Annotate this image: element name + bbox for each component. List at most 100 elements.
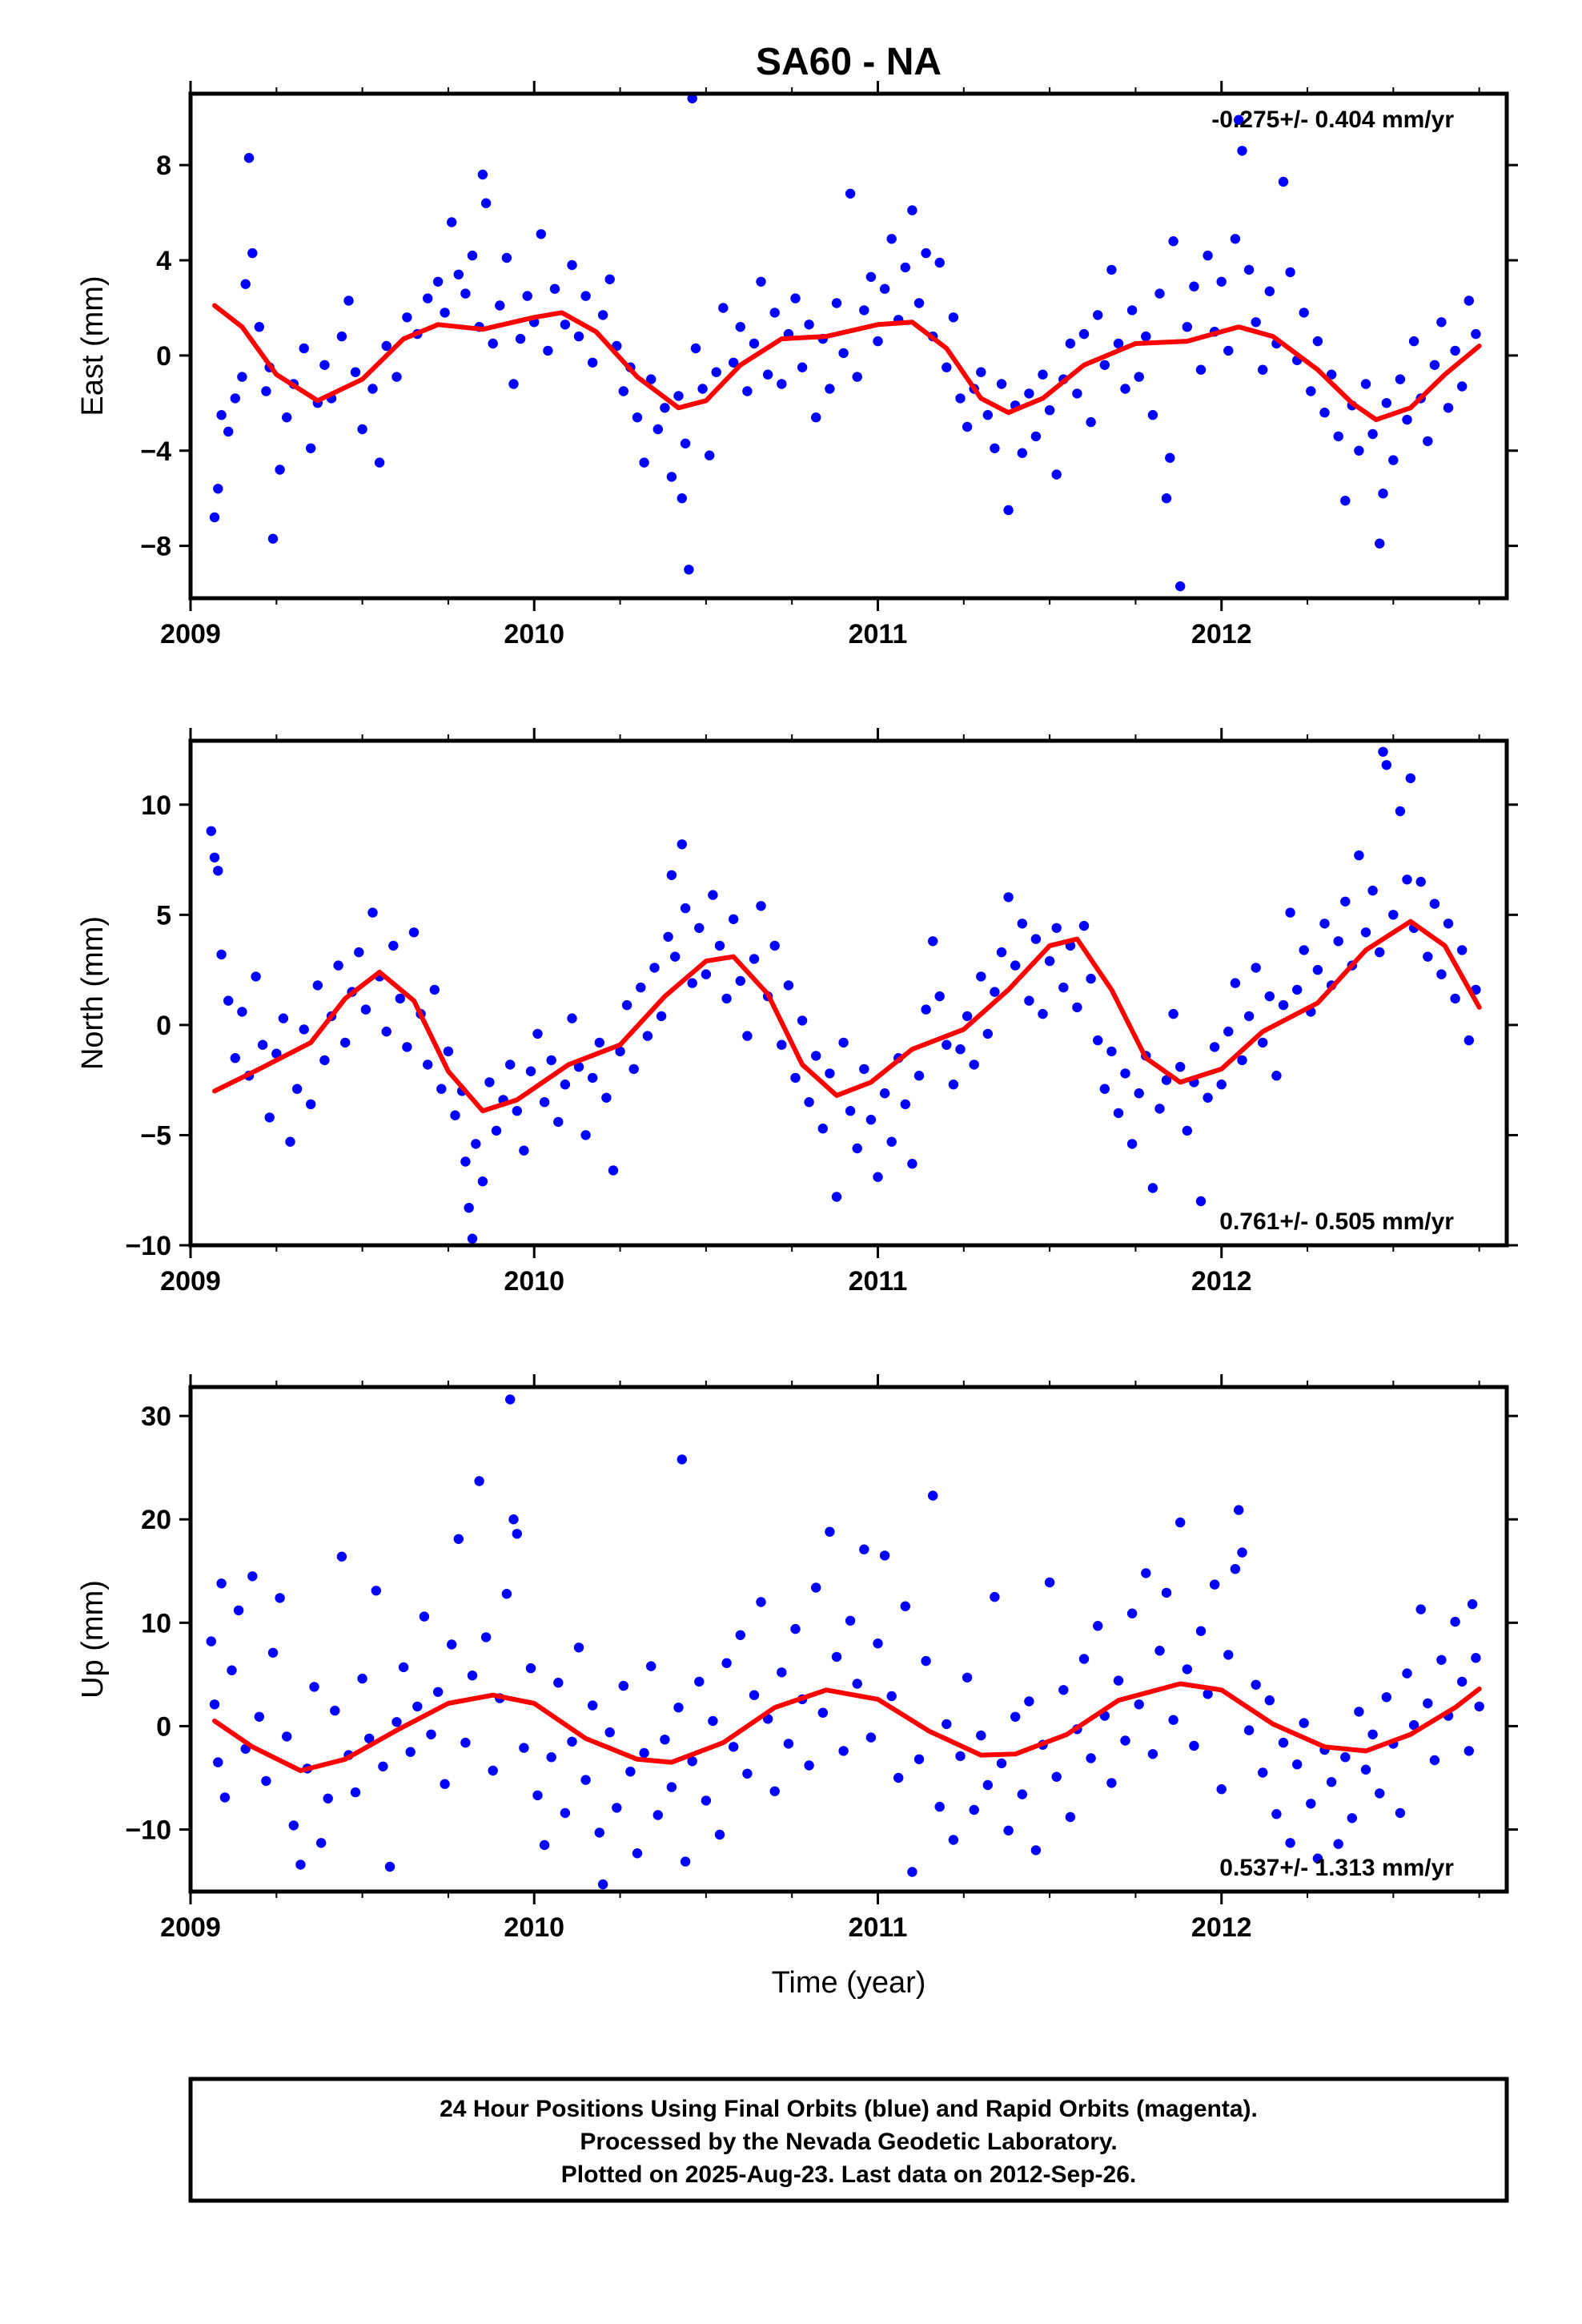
up-data-point [560, 1807, 571, 1819]
north-plot-area [191, 741, 1507, 1245]
east-data-point [990, 443, 1000, 453]
east-data-point [831, 298, 842, 308]
up-data-point [364, 1733, 375, 1744]
east-data-point [261, 386, 271, 396]
north-data-point [1292, 984, 1303, 995]
east-data-point [267, 533, 279, 544]
north-data-point [1415, 876, 1426, 887]
east-data-point [1436, 317, 1447, 328]
east-data-point [1471, 328, 1481, 340]
east-data-point [453, 269, 464, 279]
up-data-point [525, 1663, 536, 1674]
figure-title: SA60 - NA [756, 41, 942, 83]
east-data-point [343, 296, 354, 306]
up-data-point [962, 1672, 973, 1683]
east-data-point [711, 367, 721, 377]
up-data-point [267, 1647, 279, 1658]
north-data-point [257, 1039, 268, 1050]
east-x-tick-label: 2009 [160, 619, 221, 649]
up-data-point [398, 1662, 409, 1673]
north-data-point [670, 951, 681, 962]
north-data-point [601, 1092, 612, 1103]
up-data-point [928, 1490, 938, 1501]
east-rate-label: -0.275+/- 0.404 mm/yr [1211, 107, 1454, 133]
east-data-point [962, 421, 973, 432]
north-data-point [1319, 919, 1330, 929]
up-data-marks [206, 1394, 1484, 1890]
up-data-point [1464, 1746, 1475, 1756]
north-data-point [1017, 919, 1028, 929]
east-data-point [1134, 372, 1144, 382]
up-data-point [1078, 1654, 1090, 1664]
north-data-point [1072, 1002, 1082, 1013]
up-data-point [1195, 1626, 1207, 1636]
east-data-point [1381, 398, 1392, 408]
north-data-point [1375, 947, 1385, 958]
north-data-point [845, 1106, 856, 1116]
east-y-tick-label: 0 [156, 341, 171, 372]
up-data-point [714, 1829, 725, 1840]
east-y-tick-label: −8 [140, 532, 171, 562]
up-data-point [907, 1867, 917, 1877]
north-data-point [656, 1011, 667, 1022]
north-data-point [615, 1046, 625, 1057]
north-data-point [1147, 1183, 1158, 1193]
north-data-point [213, 866, 223, 876]
east-data-point [1251, 317, 1261, 328]
up-data-point [1367, 1729, 1378, 1739]
east-data-point [886, 234, 897, 244]
up-y-tick-label: 10 [141, 1608, 171, 1638]
north-data-point [532, 1028, 543, 1039]
north-data-point [1367, 885, 1378, 896]
east-data-point [697, 384, 708, 394]
east-data-point [1319, 408, 1330, 418]
up-data-point [412, 1701, 423, 1712]
up-data-point [1450, 1616, 1460, 1627]
east-data-point [900, 262, 911, 273]
east-data-point [873, 336, 883, 347]
east-data-point [243, 153, 255, 163]
up-data-point [976, 1730, 986, 1741]
north-data-point [1182, 1125, 1193, 1136]
east-data-point [423, 293, 433, 304]
x-axis-label: Time (year) [772, 1966, 926, 2000]
north-data-point [955, 1044, 966, 1055]
up-data-point [879, 1550, 890, 1561]
east-data-point [845, 188, 856, 199]
up-data-point [1093, 1621, 1103, 1631]
north-data-point [729, 914, 739, 925]
north-data-point [1175, 1062, 1186, 1072]
north-data-point [976, 971, 986, 982]
north-data-point [608, 1165, 619, 1176]
east-data-point [804, 320, 814, 330]
north-data-point [777, 1039, 787, 1050]
north-data-point [251, 971, 261, 982]
up-data-point [618, 1680, 628, 1691]
north-data-point [1388, 910, 1399, 920]
east-data-point [1154, 288, 1165, 299]
east-data-point [690, 343, 701, 354]
north-data-point [278, 1013, 289, 1023]
east-data-point [913, 298, 925, 308]
up-y-tick-label: 30 [141, 1401, 171, 1432]
up-data-point [955, 1751, 966, 1762]
up-data-point [639, 1747, 649, 1759]
north-data-point [264, 1112, 275, 1123]
up-data-point [1141, 1568, 1151, 1578]
north-data-point [996, 947, 1007, 958]
east-data-point [1326, 369, 1337, 380]
up-data-point [213, 1757, 223, 1767]
north-data-point [742, 1031, 753, 1041]
north-data-point [714, 940, 725, 951]
up-data-point [336, 1551, 347, 1562]
north-x-tick-label: 2011 [849, 1266, 908, 1297]
east-data-point [756, 276, 766, 287]
up-data-point [350, 1787, 361, 1798]
east-data-point [1354, 445, 1364, 456]
north-data-point [969, 1059, 979, 1070]
north-data-point [1154, 1104, 1165, 1114]
up-frame [188, 1385, 1509, 1894]
up-data-point [1234, 1505, 1244, 1515]
north-data-point [594, 1037, 604, 1048]
